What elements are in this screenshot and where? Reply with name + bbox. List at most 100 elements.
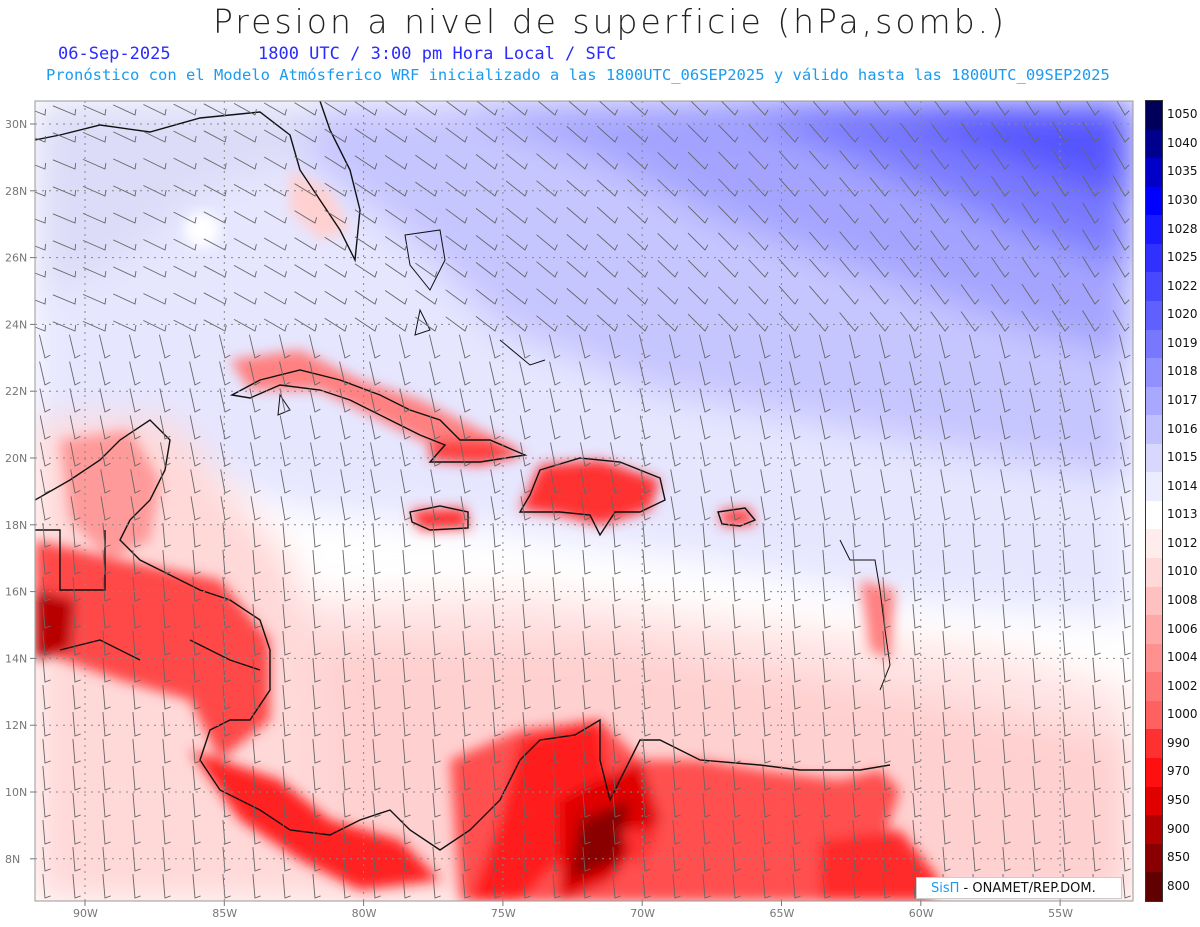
wind-barb [792,793,801,818]
lat-label: 8N [5,853,20,866]
wind-barb [162,577,171,602]
wind-barb [52,159,77,170]
wind-barb [659,101,679,116]
wind-barb [812,101,829,116]
wind-barb [399,415,411,440]
wind-barb [72,766,81,791]
wind-barb [310,469,321,494]
wind-barb [869,177,889,197]
wind-barb [1051,310,1070,332]
wind-barb [72,631,81,656]
lon-label: 90W [73,907,98,920]
wind-barb [312,847,321,872]
wind-barb [972,658,981,683]
wind-barb [402,550,411,575]
wind-barb [819,361,831,386]
wind-barb [732,631,741,656]
wind-barb [1082,121,1100,143]
wind-barb [252,874,261,899]
wind-barb [839,177,859,197]
wind-barb [339,388,351,413]
wind-barb [700,442,711,467]
wind-barb [342,658,351,683]
wind-barb [40,442,51,467]
colorbar-cell [1146,243,1162,273]
wind-barb [342,874,351,899]
wind-barb [578,334,591,359]
wind-barb [582,523,591,548]
wind-barb [475,154,498,170]
wind-barb [912,685,921,710]
wind-barb [249,388,261,413]
wind-barb [102,523,111,548]
wind-barb [1112,202,1130,224]
wind-barb [729,415,741,440]
wind-barb [788,334,801,359]
wind-barb [699,415,711,440]
wind-barb [489,388,501,413]
wind-barb [492,739,501,764]
colorbar-cell [1146,272,1162,301]
wind-barb [609,388,621,413]
wind-barb [222,793,231,818]
wind-barb [203,319,227,332]
wind-barb [762,604,771,629]
wind-barb [342,847,351,872]
wind-barb [312,685,321,710]
wind-barb [1062,820,1071,845]
colorbar-cell [1146,729,1162,758]
wind-barb [192,820,201,845]
wind-barb [42,820,51,845]
wind-barb [972,820,981,845]
wind-barb [462,820,471,845]
wind-barb [402,685,411,710]
wind-barb [263,183,287,197]
map-title: Presion a nivel de superficie (hPa,somb.… [212,2,1008,41]
wind-barb [899,284,919,305]
wind-barb [942,712,951,737]
lat-label: 12N [5,719,27,732]
wind-barb [672,550,681,575]
wind-barb [1021,229,1040,251]
wind-barb [781,101,799,116]
wind-barb [252,631,261,656]
wind-barb [82,239,107,251]
wind-barb [462,523,471,548]
wind-barb [372,766,381,791]
wind-barb [732,766,741,791]
wind-barb [612,550,621,575]
wind-barb [520,469,531,494]
wind-barb [1021,148,1040,170]
wind-barb [759,361,771,386]
wind-barb [899,257,919,278]
wind-barb [312,577,321,602]
wind-barb [342,550,351,575]
wind-barb [639,361,651,386]
wind-barb [354,155,378,170]
wind-barb [778,258,799,278]
wind-barb [143,131,167,143]
wind-barb [1002,685,1011,710]
wind-barb [1051,283,1070,305]
wind-barb [402,847,411,872]
wind-barb [612,685,621,710]
wind-barb [751,101,769,116]
lat-label: 18N [5,519,27,532]
wind-barb [1051,202,1070,224]
wind-barb [428,334,441,359]
wind-barb [129,388,141,413]
wind-barb [778,285,799,305]
wind-barb [762,550,771,575]
wind-barb [489,415,501,440]
wind-barb [849,415,861,440]
wind-barb [536,153,558,170]
wind-barb [1002,739,1011,764]
wind-barb [1002,604,1011,629]
wind-barb [132,874,141,899]
wind-barb [1032,631,1041,656]
wind-barb [522,793,531,818]
wind-barb [98,334,111,359]
wind-barb [113,185,137,197]
lon-label: 70W [630,907,655,920]
wind-barb [748,151,769,170]
